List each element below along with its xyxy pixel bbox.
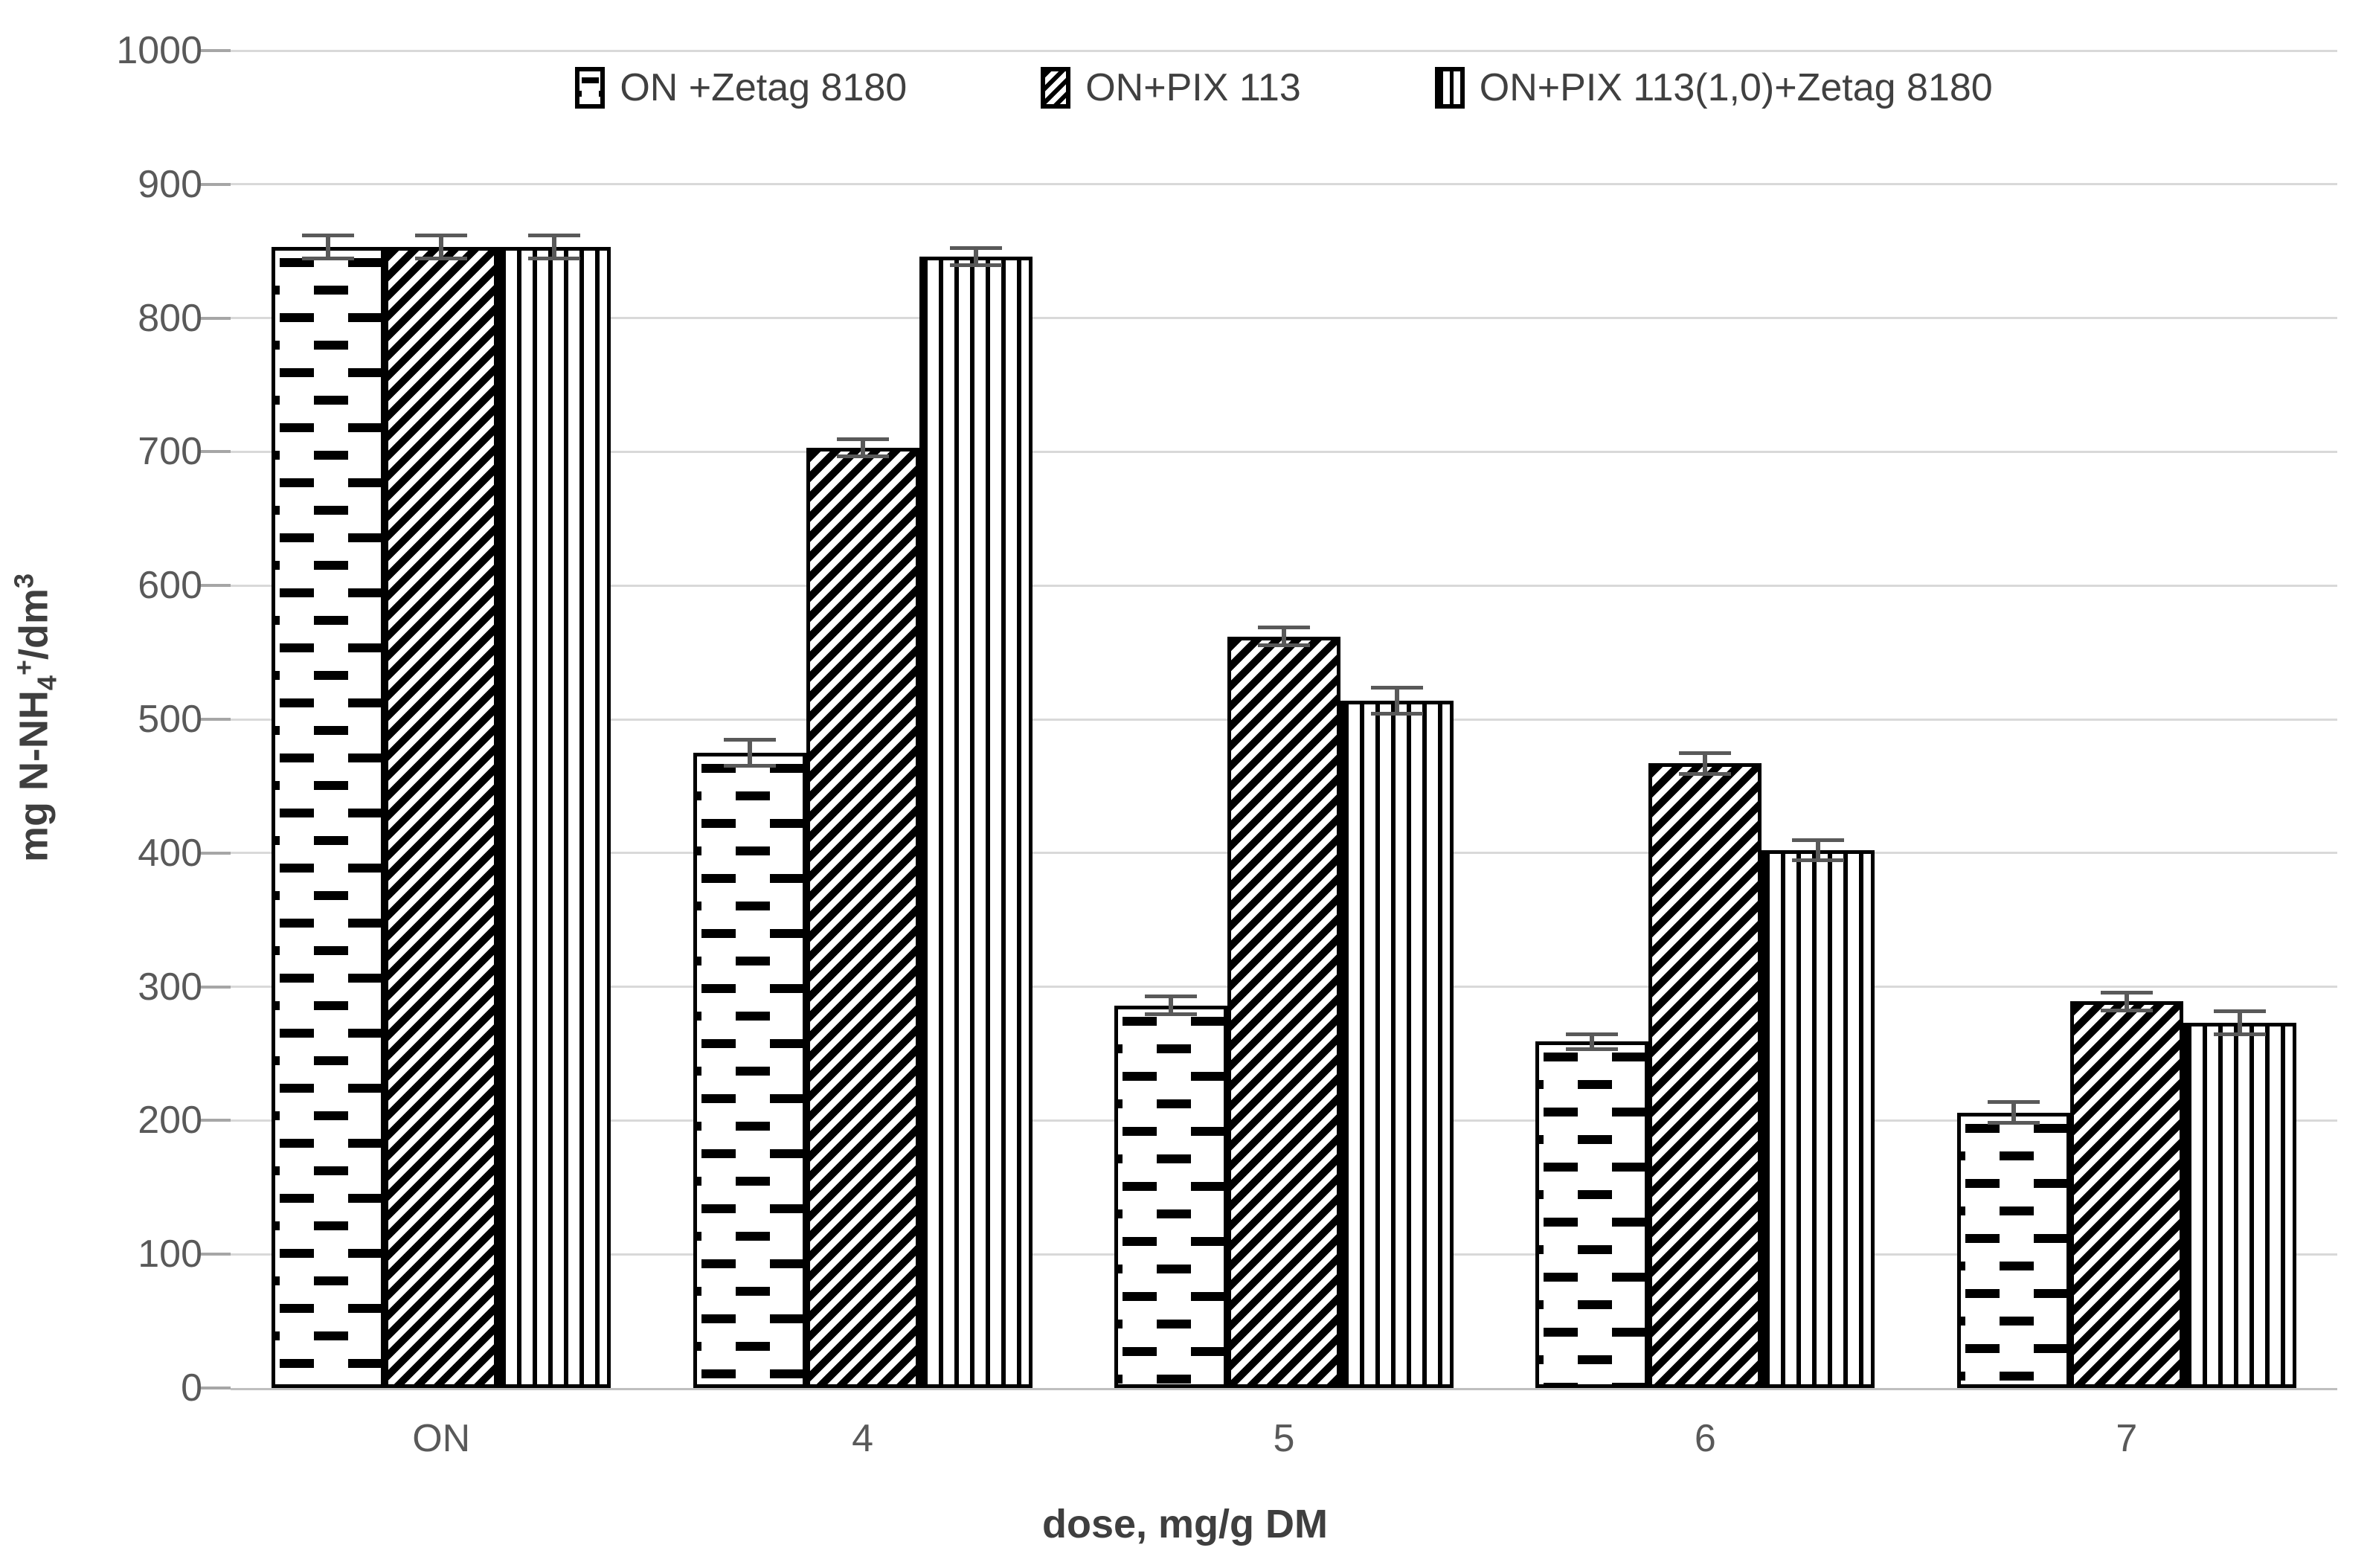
bar-vertical-lines-4: [919, 256, 1033, 1388]
x-axis-title: dose, mg/g DM: [1041, 1502, 1328, 1546]
bar-dashed-horizontal-ON: [272, 247, 385, 1388]
legend-label: ON +Zetag 8180: [620, 66, 908, 109]
legend-label: ON+PIX 113(1,0)+Zetag 8180: [1479, 66, 1993, 109]
error-bar-dashed-horizontal-7: [1987, 1100, 2040, 1125]
bar-vertical-lines-6: [1762, 850, 1875, 1388]
legend-label: ON+PIX 113: [1085, 66, 1301, 109]
gridline: [231, 183, 2337, 186]
y-tick-label: 200: [138, 1099, 202, 1143]
error-bar-diagonal-hatch-4: [836, 437, 889, 459]
error-bar-dashed-horizontal-ON: [302, 234, 355, 261]
y-tick-label: 400: [138, 831, 202, 875]
y-axis-tick: [198, 584, 231, 588]
x-tick-label: 7: [2116, 1417, 2138, 1460]
y-axis-tick: [198, 851, 231, 855]
bar-dashed-horizontal-4: [693, 752, 806, 1388]
dashed-pattern-swatch-icon: [575, 67, 606, 109]
y-tick-label: 1000: [116, 29, 202, 72]
x-axis-line: [231, 1388, 2337, 1390]
error-bar-diagonal-hatch-7: [2100, 991, 2153, 1012]
x-tick-label: 6: [1694, 1417, 1716, 1460]
bar-dashed-horizontal-6: [1535, 1041, 1649, 1388]
gridline: [231, 317, 2337, 320]
y-axis-tick: [198, 718, 231, 721]
plot-area: [231, 49, 2337, 1388]
y-axis-tick: [198, 1253, 231, 1256]
x-tick-label: ON: [412, 1417, 471, 1460]
vertical-pattern-swatch-icon: [1434, 67, 1465, 109]
legend-entry-pix113-zetag: ON+PIX 113(1,0)+Zetag 8180: [1434, 65, 1993, 110]
error-bar-diagonal-hatch-6: [1679, 751, 1732, 776]
bar-diagonal-hatch-7: [2069, 1001, 2183, 1388]
error-bar-diagonal-hatch-ON: [415, 234, 468, 261]
y-tick-label: 100: [138, 1233, 202, 1276]
y-tick-label: 800: [138, 296, 202, 340]
error-bar-vertical-lines-ON: [528, 234, 581, 261]
error-bar-dashed-horizontal-4: [723, 738, 776, 768]
legend-entry-pix113: ON+PIX 113: [1041, 65, 1301, 110]
y-axis-tick: [198, 49, 231, 52]
y-axis-tick: [198, 1119, 231, 1122]
bar-vertical-lines-7: [2183, 1023, 2296, 1388]
bar-vertical-lines-ON: [498, 247, 611, 1388]
y-axis-tick: [198, 450, 231, 454]
error-bar-vertical-lines-6: [1792, 838, 1845, 863]
gridline: [231, 584, 2337, 587]
y-axis-tick: [198, 1387, 231, 1389]
y-tick-label: 0: [181, 1366, 202, 1410]
y-tick-label: 300: [138, 965, 202, 1009]
x-tick-label: 5: [1273, 1417, 1295, 1460]
gridline: [231, 49, 2337, 52]
error-bar-dashed-horizontal-6: [1566, 1032, 1619, 1051]
bar-dashed-horizontal-5: [1114, 1005, 1227, 1388]
legend-entry-zetag: ON +Zetag 8180: [575, 65, 907, 110]
diagonal-pattern-swatch-icon: [1041, 67, 1071, 109]
y-tick-label: 500: [138, 698, 202, 741]
x-tick-label: 4: [852, 1417, 874, 1460]
bar-diagonal-hatch-6: [1648, 763, 1762, 1388]
gridline: [231, 450, 2337, 453]
y-axis-tick: [198, 985, 231, 989]
y-axis-tick: [198, 316, 231, 320]
error-bar-diagonal-hatch-5: [1258, 626, 1310, 647]
error-bar-dashed-horizontal-5: [1145, 995, 1197, 1017]
y-tick-label: 900: [138, 162, 202, 206]
bar-diagonal-hatch-4: [806, 448, 919, 1388]
error-bar-vertical-lines-4: [949, 245, 1002, 268]
error-bar-vertical-lines-7: [2213, 1009, 2266, 1037]
y-tick-label: 600: [138, 564, 202, 608]
bar-dashed-horizontal-7: [1956, 1112, 2070, 1388]
y-tick-label: 700: [138, 430, 202, 474]
y-axis-tick: [198, 182, 231, 186]
bar-diagonal-hatch-5: [1227, 636, 1340, 1388]
legend: ON +Zetag 8180 ON+PIX 113 ON+PIX 113(1,0…: [231, 65, 2337, 110]
bar-vertical-lines-5: [1340, 700, 1454, 1388]
error-bar-vertical-lines-5: [1371, 686, 1423, 716]
bar-diagonal-hatch-ON: [385, 247, 498, 1388]
